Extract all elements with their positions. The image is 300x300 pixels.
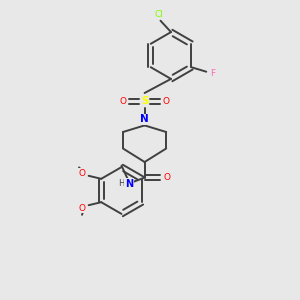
Text: N: N: [124, 178, 133, 189]
Text: F: F: [210, 69, 215, 78]
Text: O: O: [119, 97, 127, 106]
Text: O: O: [163, 173, 170, 182]
Text: O: O: [79, 169, 86, 178]
Text: H: H: [118, 178, 124, 188]
Text: Cl: Cl: [154, 10, 164, 19]
Text: O: O: [79, 204, 86, 213]
Text: S: S: [141, 96, 148, 106]
Text: N: N: [140, 114, 149, 124]
Text: O: O: [163, 97, 170, 106]
